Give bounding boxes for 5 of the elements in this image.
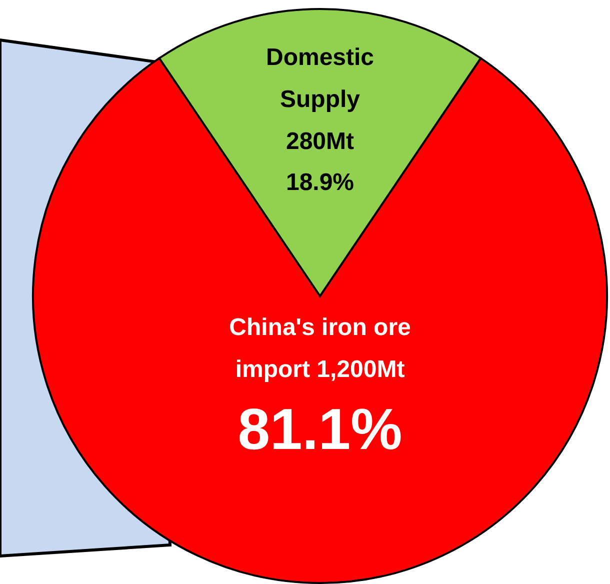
text: 81.1% bbox=[238, 397, 402, 462]
data-label: 280Mt bbox=[286, 128, 354, 155]
slice-label: China's iron ore import 1,200Mt bbox=[229, 314, 411, 383]
text: 18.9% bbox=[286, 169, 354, 196]
slice-label: Domestic Supply bbox=[266, 44, 374, 113]
